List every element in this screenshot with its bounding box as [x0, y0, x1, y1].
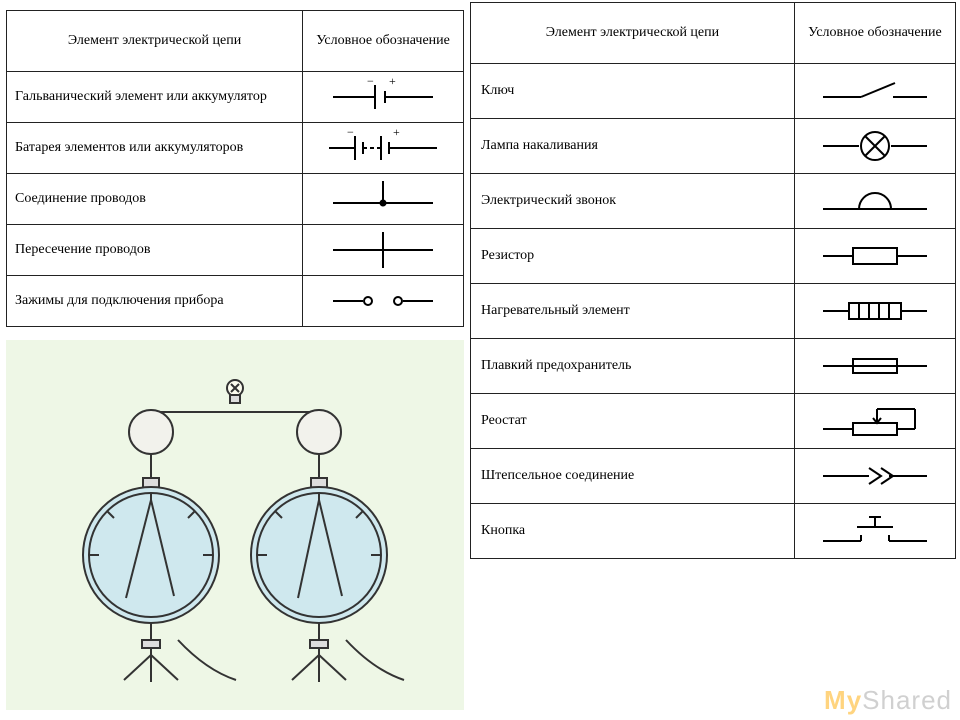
table-row: Реостат — [471, 394, 956, 449]
crossing-symbol-icon — [303, 225, 464, 276]
right-row-label: Нагревательный элемент — [471, 284, 795, 339]
table-row: Лампа накаливания — [471, 119, 956, 174]
bell-symbol-icon — [794, 174, 955, 229]
battery-symbol-icon: − + — [303, 123, 464, 174]
right-row-label: Ключ — [471, 64, 795, 119]
table-row: Зажимы для подключения прибора — [7, 276, 464, 327]
electroscope-illustration — [6, 340, 464, 710]
left-header-symbol: Условное обозначение — [303, 11, 464, 72]
right-row-label: Штепсельное соединение — [471, 449, 795, 504]
rheostat-symbol-icon — [794, 394, 955, 449]
table-row: Батарея элементов или аккумуляторов − + — [7, 123, 464, 174]
left-row-label: Пересечение проводов — [7, 225, 303, 276]
right-row-label: Лампа накаливания — [471, 119, 795, 174]
table-row: Плавкий предохранитель — [471, 339, 956, 394]
right-row-label: Резистор — [471, 229, 795, 284]
page: Элемент электрической цепи Условное обоз… — [0, 0, 960, 720]
svg-text:−: − — [367, 77, 374, 88]
lamp-symbol-icon — [794, 119, 955, 174]
left-row-label: Соединение проводов — [7, 174, 303, 225]
left-header-element: Элемент электрической цепи — [7, 11, 303, 72]
svg-text:+: + — [389, 77, 396, 88]
svg-text:−: − — [347, 128, 354, 139]
svg-text:+: + — [393, 128, 400, 139]
junction-symbol-icon — [303, 174, 464, 225]
terminals-symbol-icon — [303, 276, 464, 327]
plug-symbol-icon — [794, 449, 955, 504]
table-row: Кнопка — [471, 504, 956, 559]
right-symbols-table: Элемент электрической цепи Условное обоз… — [470, 2, 956, 559]
watermark: MyShared — [824, 685, 952, 716]
cell-symbol-icon: − + — [303, 72, 464, 123]
left-row-label: Гальванический элемент или аккумулятор — [7, 72, 303, 123]
right-header-symbol: Условное обозначение — [794, 3, 955, 64]
table-row: Резистор — [471, 229, 956, 284]
table-row: Гальванический элемент или аккумулятор −… — [7, 72, 464, 123]
heater-symbol-icon — [794, 284, 955, 339]
table-row: Нагревательный элемент — [471, 284, 956, 339]
watermark-prefix: My — [824, 685, 862, 715]
table-row: Штепсельное соединение — [471, 449, 956, 504]
resistor-symbol-icon — [794, 229, 955, 284]
left-symbols-table: Элемент электрической цепи Условное обоз… — [6, 10, 464, 327]
button-symbol-icon — [794, 504, 955, 559]
watermark-suffix: Shared — [862, 685, 952, 715]
table-row: Ключ — [471, 64, 956, 119]
left-row-label: Зажимы для подключения прибора — [7, 276, 303, 327]
table-row: Электрический звонок — [471, 174, 956, 229]
left-row-label: Батарея элементов или аккумуляторов — [7, 123, 303, 174]
right-row-label: Реостат — [471, 394, 795, 449]
fuse-symbol-icon — [794, 339, 955, 394]
table-row: Соединение проводов — [7, 174, 464, 225]
right-row-label: Плавкий предохранитель — [471, 339, 795, 394]
right-row-label: Кнопка — [471, 504, 795, 559]
table-row: Пересечение проводов — [7, 225, 464, 276]
electroscope-svg — [6, 340, 464, 710]
switch-symbol-icon — [794, 64, 955, 119]
right-row-label: Электрический звонок — [471, 174, 795, 229]
right-header-element: Элемент электрической цепи — [471, 3, 795, 64]
